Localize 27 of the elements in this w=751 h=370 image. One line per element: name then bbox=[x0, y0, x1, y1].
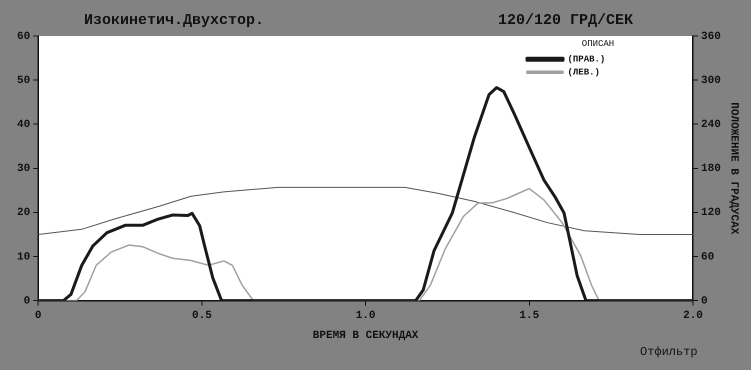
x-tick-label: 2.0 bbox=[683, 310, 703, 322]
x-tick-label: 1.5 bbox=[519, 310, 540, 322]
x-tick-label: 1.0 bbox=[356, 310, 376, 322]
y-tick-label: 50 bbox=[17, 74, 30, 87]
legend-label: (ПРАВ.) bbox=[567, 54, 606, 65]
x-axis-title: ВРЕМЯ В СЕКУНДАХ bbox=[312, 330, 419, 342]
legend-label: (ЛЕВ.) bbox=[567, 68, 600, 78]
y2-tick-label: 120 bbox=[700, 207, 721, 220]
chart-subtitle: 120/120 ГРД/СЕК bbox=[498, 12, 634, 29]
y-tick-label: 0 bbox=[24, 295, 30, 308]
y2-tick-label: 240 bbox=[700, 118, 721, 131]
y-tick-label: 10 bbox=[17, 251, 30, 264]
y-tick-label: 40 bbox=[17, 118, 30, 131]
text: Отфильтр bbox=[640, 345, 698, 359]
y-tick-label: 30 bbox=[17, 163, 30, 176]
y2-tick-label: 300 bbox=[700, 74, 721, 87]
y-tick-label: 20 bbox=[17, 207, 30, 220]
y2-axis-title: ПОЛОЖЕНИЕ В ГРАДУСАХ bbox=[728, 102, 740, 235]
x-tick-label: 0.5 bbox=[192, 310, 212, 322]
y2-tick-label: 0 bbox=[700, 295, 708, 308]
y2-tick-label: 60 bbox=[700, 251, 714, 264]
y-tick-label: 60 bbox=[17, 30, 30, 43]
x-tick-label: 0 bbox=[34, 310, 42, 322]
y2-tick-label: 180 bbox=[700, 163, 721, 176]
chart-title: Изокинетич.Двухстор. bbox=[84, 12, 264, 29]
legend-title: ОПИСАН bbox=[582, 38, 614, 49]
y2-tick-label: 360 bbox=[700, 30, 721, 43]
